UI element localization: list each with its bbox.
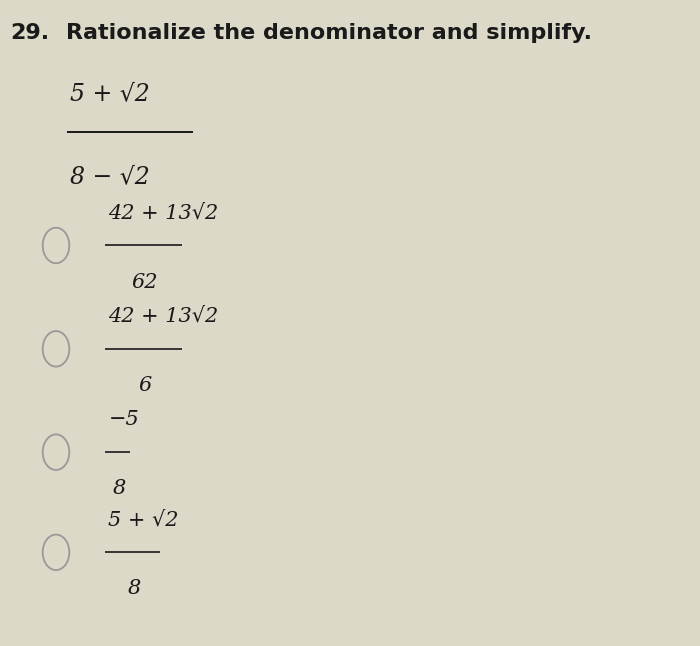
Text: 6: 6 — [139, 376, 152, 395]
Text: 42 + 13√2: 42 + 13√2 — [108, 307, 218, 326]
Text: 5 + √2: 5 + √2 — [108, 510, 179, 529]
Text: Rationalize the denominator and simplify.: Rationalize the denominator and simplify… — [66, 23, 592, 43]
Text: 8 − √2: 8 − √2 — [70, 165, 150, 188]
Text: 62: 62 — [132, 273, 158, 291]
Text: 42 + 13√2: 42 + 13√2 — [108, 203, 218, 222]
Text: 8: 8 — [113, 479, 126, 498]
Text: −5: −5 — [108, 410, 139, 429]
Text: 8: 8 — [127, 579, 141, 598]
Text: 5 + √2: 5 + √2 — [70, 82, 150, 105]
Text: 29.: 29. — [10, 23, 50, 43]
